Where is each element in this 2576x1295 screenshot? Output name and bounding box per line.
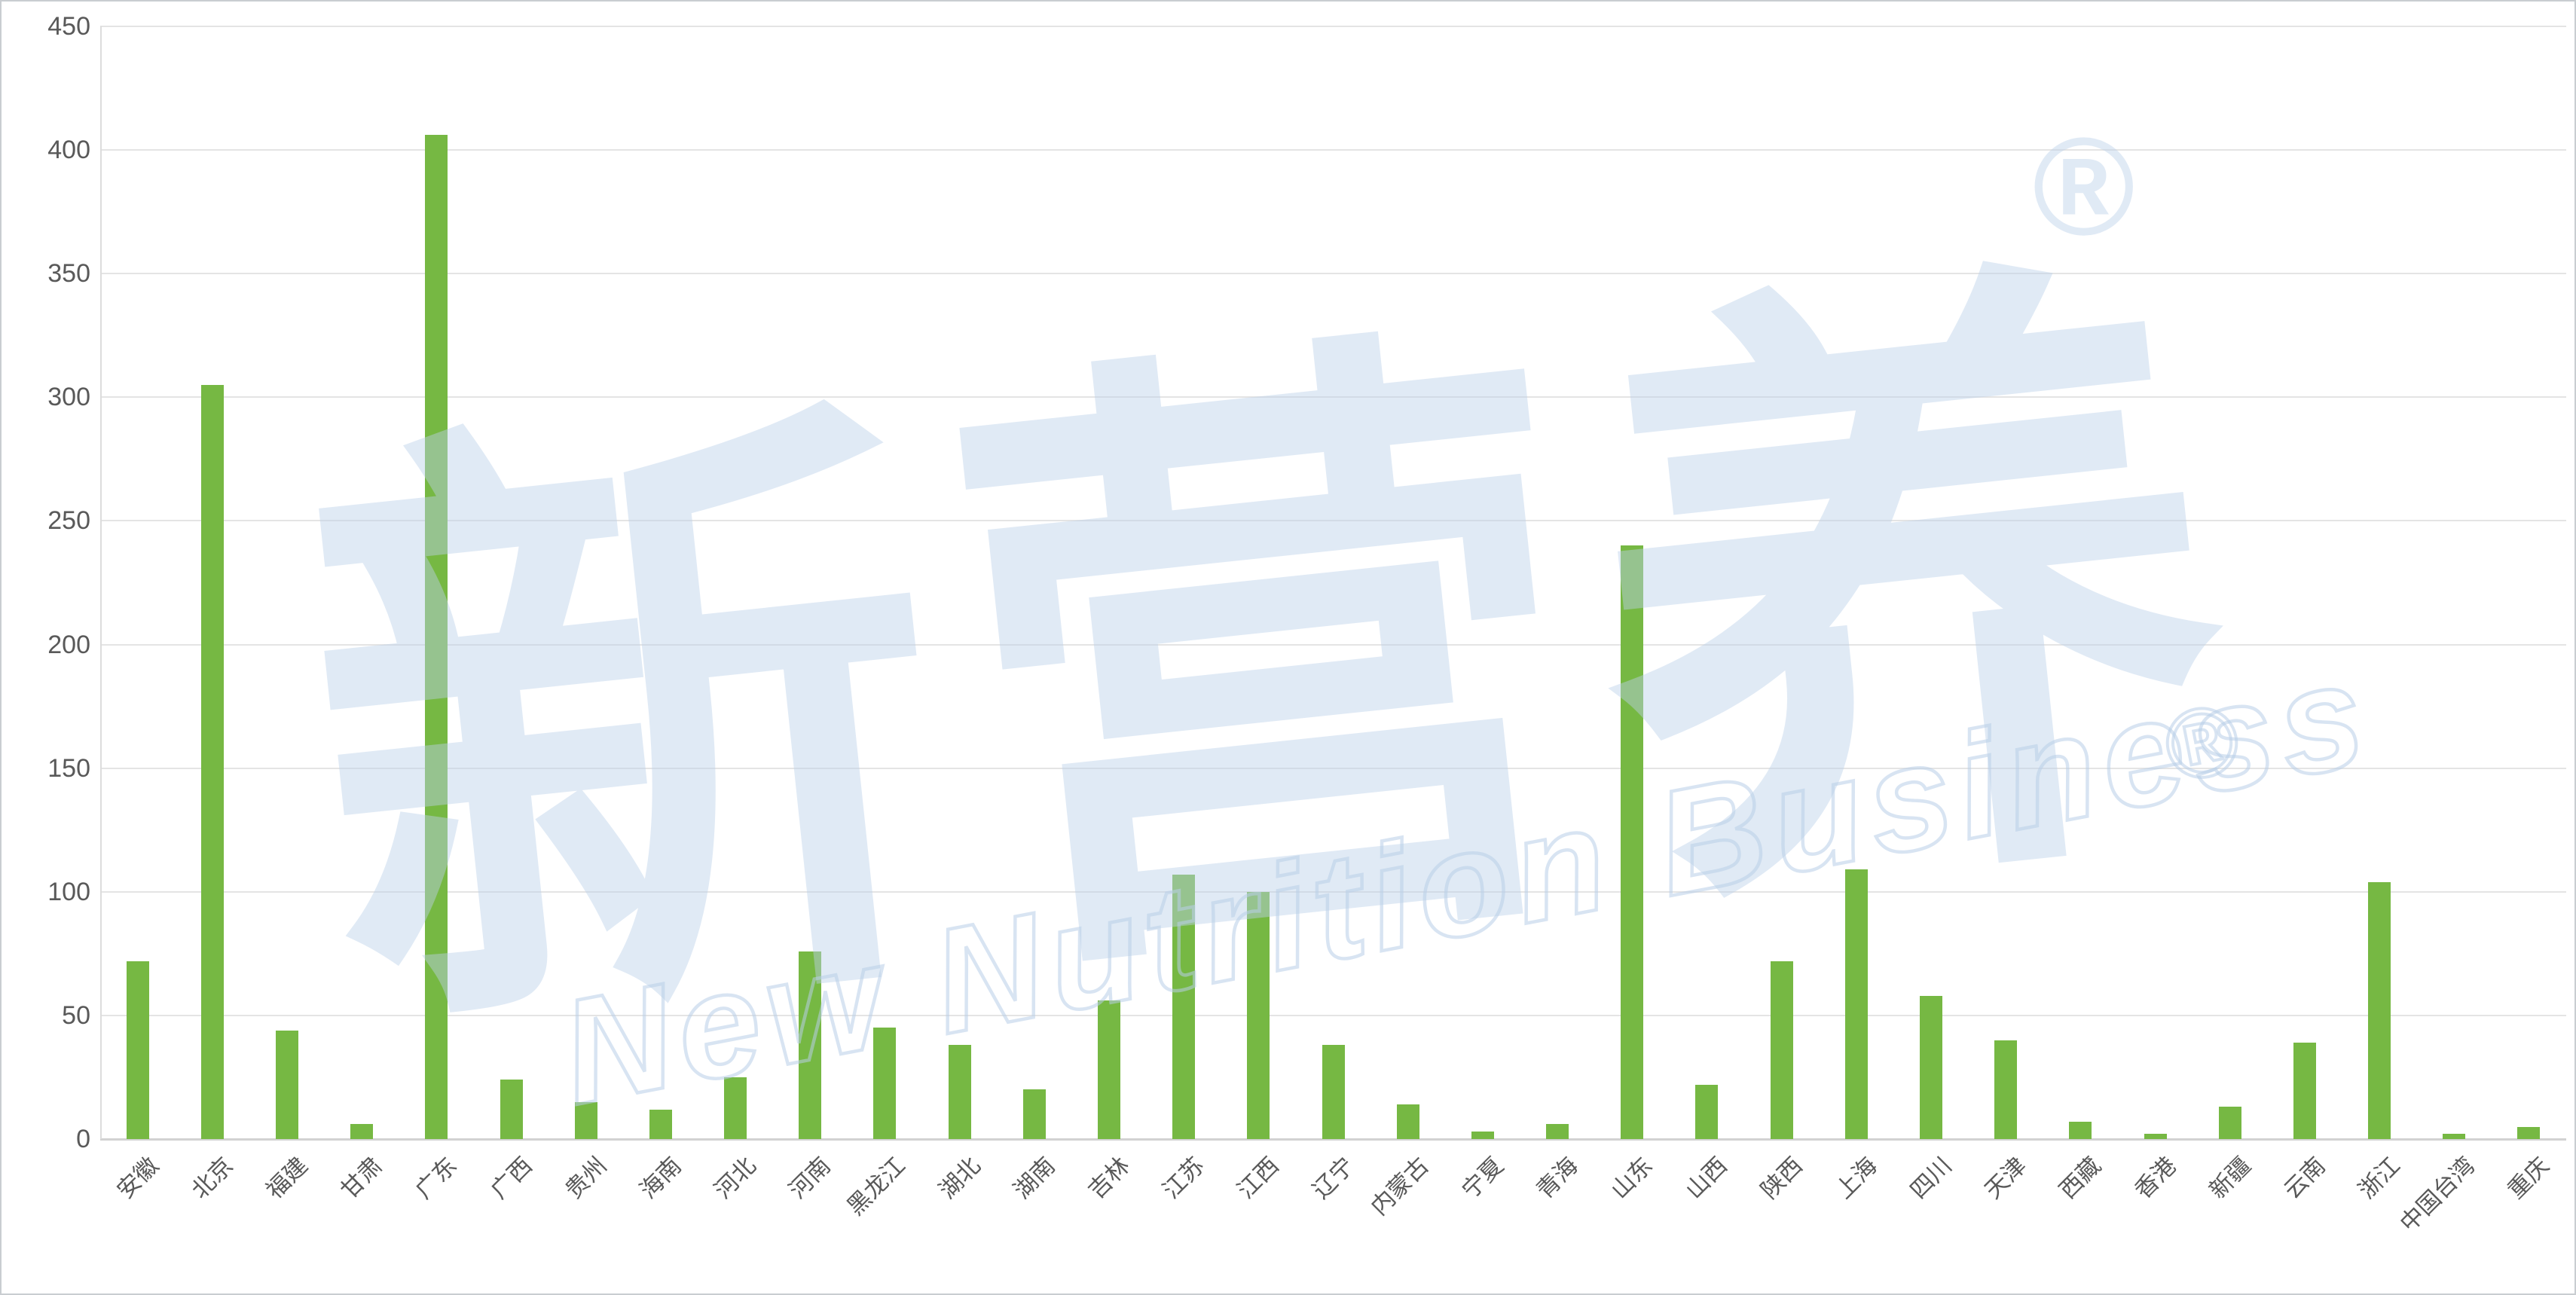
bar-辽宁 [1322,1045,1345,1139]
bar-江苏 [1172,874,1196,1139]
bar-中国台湾 [2443,1134,2466,1139]
bar-云南 [2293,1042,2316,1139]
x-tick-label: 辽宁 [1306,1152,1359,1204]
bar-内蒙古 [1396,1104,1419,1139]
x-tick-label: 陕西 [1756,1152,1807,1204]
y-tick-label: 150 [47,753,90,783]
gridline [100,767,2566,769]
y-tick-label: 50 [62,1000,90,1030]
x-tick-label: 广东 [410,1152,463,1204]
x-tick-label: 天津 [1979,1152,2032,1204]
bar-河北 [724,1077,747,1139]
bar-河南 [799,951,822,1139]
y-tick-label: 200 [47,630,90,659]
bar-福建 [275,1030,298,1139]
bar-上海 [1844,869,1868,1139]
x-tick-label: 黑龙江 [842,1152,911,1220]
x-tick-label: 上海 [1830,1152,1882,1204]
x-tick-label: 宁夏 [1456,1152,1508,1204]
x-tick-label: 吉林 [1083,1152,1135,1204]
y-tick-label: 0 [76,1125,90,1153]
gridline [100,26,2566,27]
x-tick-label: 江苏 [1157,1152,1210,1204]
bar-广西 [500,1080,523,1139]
x-tick-label: 浙江 [2353,1152,2406,1204]
bar-四川 [1919,995,1942,1139]
x-tick-label: 内蒙古 [1365,1152,1434,1220]
x-tick-label: 湖南 [1008,1152,1060,1204]
bar-浙江 [2368,881,2391,1139]
gridline [100,396,2566,399]
bar-江西 [1247,891,1270,1139]
x-axis-line [100,1138,2566,1141]
bar-湖北 [948,1045,971,1139]
bar-北京 [200,384,224,1139]
y-tick-label: 350 [47,259,90,289]
x-tick-label: 重庆 [2502,1152,2555,1204]
x-tick-label: 江西 [1232,1152,1285,1204]
gridline [100,273,2566,275]
x-tick-label: 中国台湾 [2394,1152,2480,1237]
x-tick-label: 湖北 [934,1152,985,1204]
x-tick-label: 福建 [261,1152,313,1204]
x-tick-label: 新疆 [2204,1152,2256,1204]
bar-香港 [2144,1134,2167,1139]
gridline [100,1014,2566,1016]
bar-新疆 [2218,1107,2241,1139]
x-tick-label: 香港 [2128,1152,2181,1204]
bar-甘肃 [350,1124,374,1139]
bar-山西 [1695,1084,1719,1139]
x-tick-label: 北京 [186,1152,238,1204]
x-tick-label: 西藏 [2054,1152,2107,1204]
x-tick-label: 山西 [1680,1152,1733,1204]
y-tick-label: 250 [47,506,90,536]
x-tick-label: 四川 [1905,1152,1957,1204]
bar-吉林 [1097,1000,1120,1139]
y-tick-label: 300 [47,383,90,412]
bar-青海 [1546,1124,1569,1139]
bar-陕西 [1770,961,1793,1139]
gridline [100,890,2566,893]
gridline [100,643,2566,646]
gridline [100,520,2566,522]
bar-西藏 [2069,1122,2092,1139]
bar-重庆 [2517,1126,2541,1139]
y-tick-label: 450 [47,12,90,41]
x-tick-label: 贵州 [560,1152,612,1204]
bar-安徽 [126,961,149,1139]
x-tick-label: 山东 [1606,1152,1658,1204]
bar-黑龙江 [873,1028,897,1139]
x-tick-label: 广西 [484,1152,537,1204]
x-tick-label: 海南 [634,1152,686,1204]
gridline [100,149,2566,151]
x-tick-label: 河北 [709,1152,762,1204]
x-tick-label: 安徽 [112,1152,163,1204]
bar-山东 [1621,545,1644,1139]
x-tick-label: 甘肃 [335,1152,388,1204]
y-tick-label: 100 [47,877,90,906]
bar-贵州 [574,1101,597,1139]
bar-海南 [649,1109,672,1139]
bar-广东 [425,135,448,1139]
x-tick-label: 河南 [784,1152,836,1204]
y-axis-line [100,26,102,1139]
x-tick-label: 云南 [2278,1152,2330,1204]
y-tick-label: 400 [47,136,90,165]
bar-湖南 [1022,1089,1046,1139]
x-tick-label: 青海 [1531,1152,1584,1204]
bar-宁夏 [1471,1132,1494,1139]
bar-天津 [1994,1040,2018,1139]
